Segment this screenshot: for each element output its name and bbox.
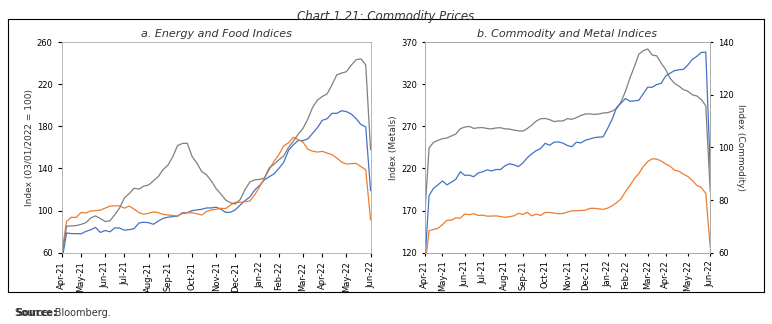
BBG Base Metal Spot Price Index bbox=[696, 98, 706, 102]
Title: a. Energy and Food Indices: a. Energy and Food Indices bbox=[141, 29, 292, 39]
BBG Base Metal Spot Price Index bbox=[505, 127, 514, 131]
BBG Commodity Index (RHS) bbox=[567, 145, 577, 149]
Text: Source:: Source: bbox=[15, 308, 57, 318]
Wheat bbox=[216, 206, 225, 210]
BBG Commodity Index (RHS) bbox=[505, 162, 514, 166]
Natural Gas bbox=[188, 154, 197, 158]
Wheat bbox=[327, 153, 337, 156]
Energy bbox=[337, 109, 347, 113]
Wheat bbox=[57, 251, 66, 255]
Natural Gas bbox=[130, 186, 139, 190]
Wheat bbox=[289, 135, 298, 139]
BBG Industrial Metals Index bbox=[567, 209, 577, 213]
Energy bbox=[188, 209, 197, 213]
BBG Base Metal Spot Price Index bbox=[670, 81, 679, 85]
Y-axis label: Index (Metals): Index (Metals) bbox=[389, 115, 398, 180]
Line: BBG Commodity Index (RHS): BBG Commodity Index (RHS) bbox=[425, 52, 710, 267]
BBG Commodity Index (RHS) bbox=[706, 168, 715, 171]
Natural Gas bbox=[366, 148, 375, 152]
Y-axis label: Index (03/01/2022 = 100): Index (03/01/2022 = 100) bbox=[25, 89, 34, 206]
Title: b. Commodity and Metal Indices: b. Commodity and Metal Indices bbox=[477, 29, 658, 39]
Energy bbox=[323, 117, 332, 121]
Natural Gas bbox=[149, 179, 158, 183]
BBG Industrial Metals Index bbox=[487, 214, 496, 218]
BBG Commodity Index (RHS) bbox=[540, 141, 550, 145]
Natural Gas bbox=[216, 192, 225, 196]
Wheat bbox=[357, 165, 366, 168]
BBG Base Metal Spot Price Index bbox=[487, 127, 496, 131]
BBG Base Metal Spot Price Index bbox=[706, 190, 715, 193]
Wheat bbox=[366, 218, 375, 222]
Line: Energy: Energy bbox=[62, 111, 371, 261]
BBG Base Metal Spot Price Index bbox=[420, 216, 429, 220]
Line: BBG Industrial Metals Index: BBG Industrial Metals Index bbox=[425, 159, 710, 270]
Text: Source: Bloomberg.: Source: Bloomberg. bbox=[15, 308, 111, 318]
Wheat bbox=[130, 207, 139, 211]
BBG Industrial Metals Index bbox=[696, 186, 706, 190]
Line: Wheat: Wheat bbox=[62, 137, 371, 253]
BBG Base Metal Spot Price Index bbox=[643, 47, 652, 51]
BBG Commodity Index (RHS) bbox=[692, 54, 702, 58]
Energy bbox=[130, 227, 139, 231]
BBG Base Metal Spot Price Index bbox=[567, 117, 577, 121]
Energy bbox=[216, 207, 225, 211]
Wheat bbox=[149, 210, 158, 214]
Energy bbox=[149, 222, 158, 226]
Y-axis label: Index (Commodity): Index (Commodity) bbox=[736, 104, 745, 191]
Energy bbox=[57, 259, 66, 263]
Natural Gas bbox=[357, 57, 366, 61]
BBG Base Metal Spot Price Index bbox=[540, 117, 550, 121]
BBG Commodity Index (RHS) bbox=[420, 265, 429, 269]
Natural Gas bbox=[351, 58, 361, 62]
Energy bbox=[357, 122, 366, 126]
BBG Industrial Metals Index bbox=[420, 268, 429, 272]
Wheat bbox=[188, 211, 197, 215]
BBG Commodity Index (RHS) bbox=[665, 71, 675, 75]
BBG Industrial Metals Index bbox=[706, 245, 715, 249]
BBG Industrial Metals Index bbox=[670, 168, 679, 172]
Natural Gas bbox=[323, 92, 332, 96]
Energy bbox=[366, 189, 375, 192]
Line: Natural Gas: Natural Gas bbox=[62, 59, 371, 257]
BBG Industrial Metals Index bbox=[540, 211, 550, 214]
BBG Commodity Index (RHS) bbox=[701, 50, 710, 54]
BBG Industrial Metals Index bbox=[505, 215, 514, 219]
BBG Industrial Metals Index bbox=[648, 157, 657, 161]
BBG Commodity Index (RHS) bbox=[487, 169, 496, 173]
Text: Chart 1.21: Commodity Prices: Chart 1.21: Commodity Prices bbox=[297, 10, 475, 23]
Natural Gas bbox=[57, 255, 66, 259]
Line: BBG Base Metal Spot Price Index: BBG Base Metal Spot Price Index bbox=[425, 49, 710, 218]
